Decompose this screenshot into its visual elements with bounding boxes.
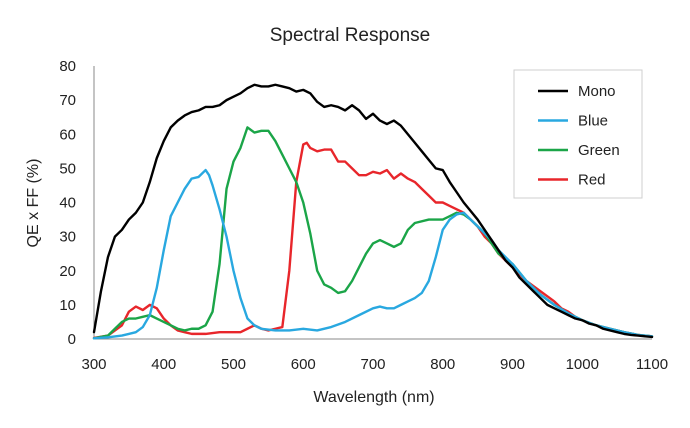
y-axis-title: QE x FF (%) <box>25 159 42 248</box>
series-line-green <box>92 126 654 340</box>
x-tick-label: 1100 <box>636 356 668 373</box>
series-line-red <box>92 141 654 340</box>
series-line-blue <box>92 168 654 340</box>
x-tick-label: 900 <box>500 356 525 373</box>
y-tick-label: 60 <box>59 126 76 143</box>
legend-label-green: Green <box>578 142 620 159</box>
y-tick-label: 10 <box>59 297 76 314</box>
legend: Mono Blue Green Red <box>513 69 643 199</box>
legend-label-blue: Blue <box>578 113 608 130</box>
series-layer <box>92 83 654 340</box>
x-tick-label: 700 <box>360 356 385 373</box>
y-tick-label: 70 <box>59 92 76 109</box>
x-tick-label: 400 <box>151 356 176 373</box>
chart-title: Spectral Response <box>270 25 431 46</box>
y-tick-label: 80 <box>59 58 76 75</box>
x-tick-label: 800 <box>430 356 455 373</box>
y-tick-label: 40 <box>59 195 76 212</box>
x-axis-title: Wavelength (nm) <box>313 389 434 406</box>
legend-box <box>513 69 643 199</box>
y-tick-label: 20 <box>59 263 76 280</box>
tick-layer: 300 400 500 600 700 800 900 1000 1100 0 10 20 30 40 50… <box>59 58 668 373</box>
y-tick-label: 30 <box>59 229 76 246</box>
x-tick-label: 1000 <box>566 356 599 373</box>
x-tick-label: 300 <box>81 356 106 373</box>
y-tick-label: 50 <box>59 160 76 177</box>
y-tick-label: 0 <box>68 331 76 348</box>
plot-frame <box>93 66 652 340</box>
x-tick-label: 500 <box>221 356 246 373</box>
legend-label-mono: Mono <box>578 83 616 100</box>
legend-label-red: Red <box>578 172 606 189</box>
series-line-mono <box>92 83 654 339</box>
x-tick-label: 600 <box>291 356 316 373</box>
